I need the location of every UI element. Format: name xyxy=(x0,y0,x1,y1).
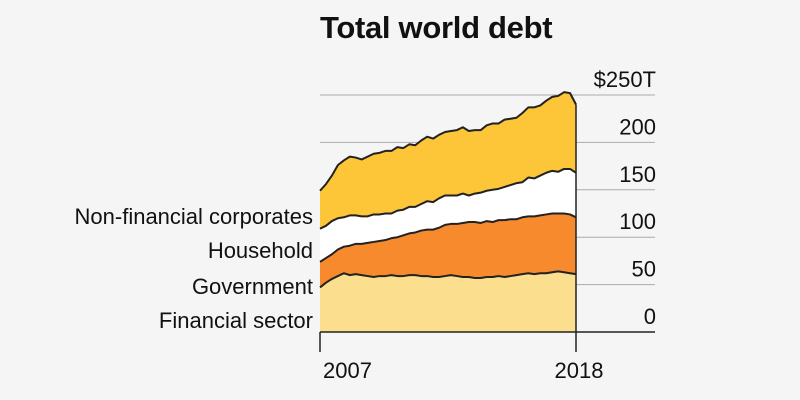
y-tick-label: 0 xyxy=(644,304,656,329)
area-non-financial-corporates xyxy=(320,92,576,229)
x-tick-label: 2018 xyxy=(555,358,604,383)
y-tick-label: 50 xyxy=(632,257,656,282)
area-household xyxy=(320,168,576,262)
boundary-line xyxy=(319,270,577,289)
area-government xyxy=(320,213,576,288)
series-label: Government xyxy=(192,274,313,299)
axes: 0 50 100 150 200 $250T 2007 2018 xyxy=(319,67,656,383)
area-financial-sector xyxy=(320,271,576,332)
x-tick-label: 2007 xyxy=(323,358,372,383)
chart-title: Total world debt xyxy=(320,10,553,45)
boundary-line xyxy=(319,167,577,230)
y-tick-label: 200 xyxy=(619,114,656,139)
series-label: Financial sector xyxy=(159,308,313,333)
boundary-line xyxy=(319,212,577,263)
y-tick-label: 150 xyxy=(619,162,656,187)
series-label: Household xyxy=(208,238,313,263)
y-tick-label: 100 xyxy=(619,209,656,234)
boundary-line xyxy=(319,91,577,192)
series-label: Non-financial corporates xyxy=(75,204,313,229)
stacked-areas xyxy=(320,92,576,332)
series-boundaries xyxy=(319,91,577,332)
y-tick-label: $250T xyxy=(594,67,656,92)
series-labels: Financial sector Government Household Non-f… xyxy=(75,204,313,333)
